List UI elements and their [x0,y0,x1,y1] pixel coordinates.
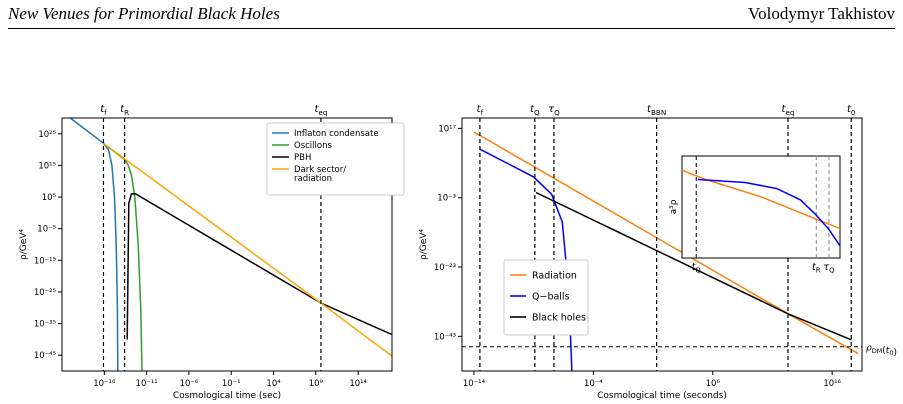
inset-y-label: a³ρ [669,199,679,214]
vline-label-4: tBBN [647,104,666,117]
y-axis-label: ρ/GeV⁴ [19,229,29,260]
vline-label-5: teq [782,104,795,117]
vline-label-6: t0 [847,104,856,117]
legend-label-2: Oscillons [294,141,332,151]
inset-vline-label-3: τQ [823,262,834,275]
hline-label: ρDM(t0) [866,344,897,359]
x-tick-label-4: 10⁻¹ [222,379,241,389]
y-tick-label-1: 10²⁵ [38,130,56,140]
y-tick-label-2: 10¹⁵ [38,161,56,171]
legend-label-3: Black holes [532,313,586,324]
x-axis-label: Cosmological time (seconds) [597,391,727,401]
x-tick-label-2: 10⁻¹¹ [136,379,158,389]
inset-vline-label-2: tR [812,262,821,275]
y-tick-label-8: 10⁻⁴⁵ [34,351,56,361]
vline-label-1: tf [477,104,484,117]
inset-series-line-2 [697,178,841,247]
y-tick-label-4: 10⁻⁵ [37,225,56,235]
legend-label-1: Radiation [532,271,577,282]
x-axis-label: Cosmological time (sec) [173,391,281,401]
chart-2: tf tQ τQ tBBN teq t0 ρDM(t0) 10⁻¹⁴ 10⁻⁴ 10⁶ 10¹⁶ 10… [419,104,897,401]
legend-label-1: Inflaton condensate [294,129,379,139]
vline-label-3: teq [314,104,327,117]
x-tick-label-7: 10¹⁴ [349,379,367,389]
series-line-1 [69,118,119,371]
y-tick-label-5: 10⁻¹⁵ [34,256,56,266]
inset-series-line-1 [681,169,841,230]
x-tick-label-6: 10⁹ [309,379,324,389]
y-tick-label-7: 10⁻³⁵ [34,320,56,330]
chart-1: tf tR teq 10⁻¹⁶ 10⁻¹¹ 10⁻⁶ 10⁻¹ 10⁴ 10⁹ 10¹⁴ 10²⁵ 1… [19,104,405,401]
y-tick-label-2: 10⁻³ [437,194,456,204]
inset-frame [681,155,841,259]
x-tick-label-1: 10⁻¹⁶ [93,379,116,389]
vline-label-2: tR [120,104,129,117]
axes-frame [461,117,863,372]
vline-label-1: tf [100,104,107,117]
legend-box [266,122,405,196]
axes-frame [61,117,393,372]
inset-chart: tQ tR τQ a³ρ [669,155,841,275]
y-tick-label-6: 10⁻²⁵ [34,288,56,298]
paper-title: New Venues for Primordial Black Holes [8,4,280,23]
author-name: Volodymyr Takhistov [748,4,895,23]
series-line-3 [535,191,852,341]
x-tick-label-1: 10⁻¹⁴ [463,379,486,389]
page-header: New Venues for Primordial Black Holes Vo… [8,0,895,28]
x-tick-label-3: 10⁶ [706,379,721,389]
legend-label-2: Q−balls [532,292,570,303]
series-group [69,118,392,371]
legend-label-4: Dark sector/ [294,165,346,175]
x-tick-label-3: 10⁻⁶ [180,379,199,389]
series-line-3 [126,193,392,340]
y-axis-label: ρ/GeV⁴ [419,229,429,260]
y-tick-label-3: 10⁻²³ [434,263,456,273]
x-tick-label-2: 10⁻⁴ [584,379,603,389]
vline-label-2: tQ [530,104,540,117]
x-tick-label-4: 10¹⁶ [823,379,841,389]
legend-label-4: radiation [294,174,332,184]
legend-label-3: PBH [294,153,311,163]
y-tick-label-3: 10⁵ [42,193,56,203]
y-tick-label-1: 10¹⁷ [438,124,456,134]
vline-label-3: τQ [548,104,560,117]
inset-vline-label-1: tQ [692,262,701,275]
x-tick-label-5: 10⁴ [266,379,281,389]
header-rule [8,28,895,29]
series-line-2 [103,142,143,371]
y-tick-label-4: 10⁻⁴³ [434,332,456,342]
